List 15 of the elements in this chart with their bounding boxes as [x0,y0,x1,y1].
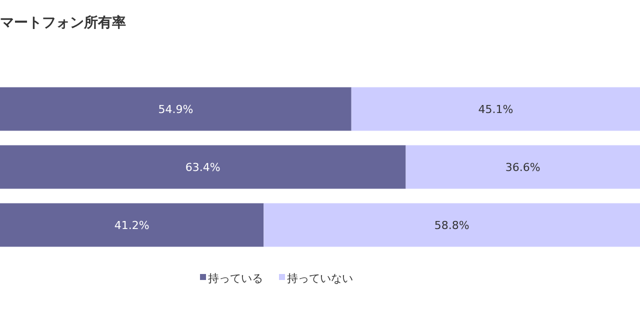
legend: 持っていない [279,272,353,285]
chart-title: マートフォン所有率 [0,14,126,31]
bar [351,87,640,131]
legend: 持っている [200,272,263,285]
data-label: 36.6% [505,161,540,174]
bar [0,145,406,189]
bar [406,145,640,189]
data-label: 54.9% [158,103,194,116]
data-label: 45.1% [478,103,514,116]
bar [0,203,264,247]
data-label: 63.4% [185,161,220,174]
data-label: 58.8% [434,219,470,232]
bar [264,203,640,247]
bar [0,87,352,131]
data-label: 41.2% [114,219,150,232]
